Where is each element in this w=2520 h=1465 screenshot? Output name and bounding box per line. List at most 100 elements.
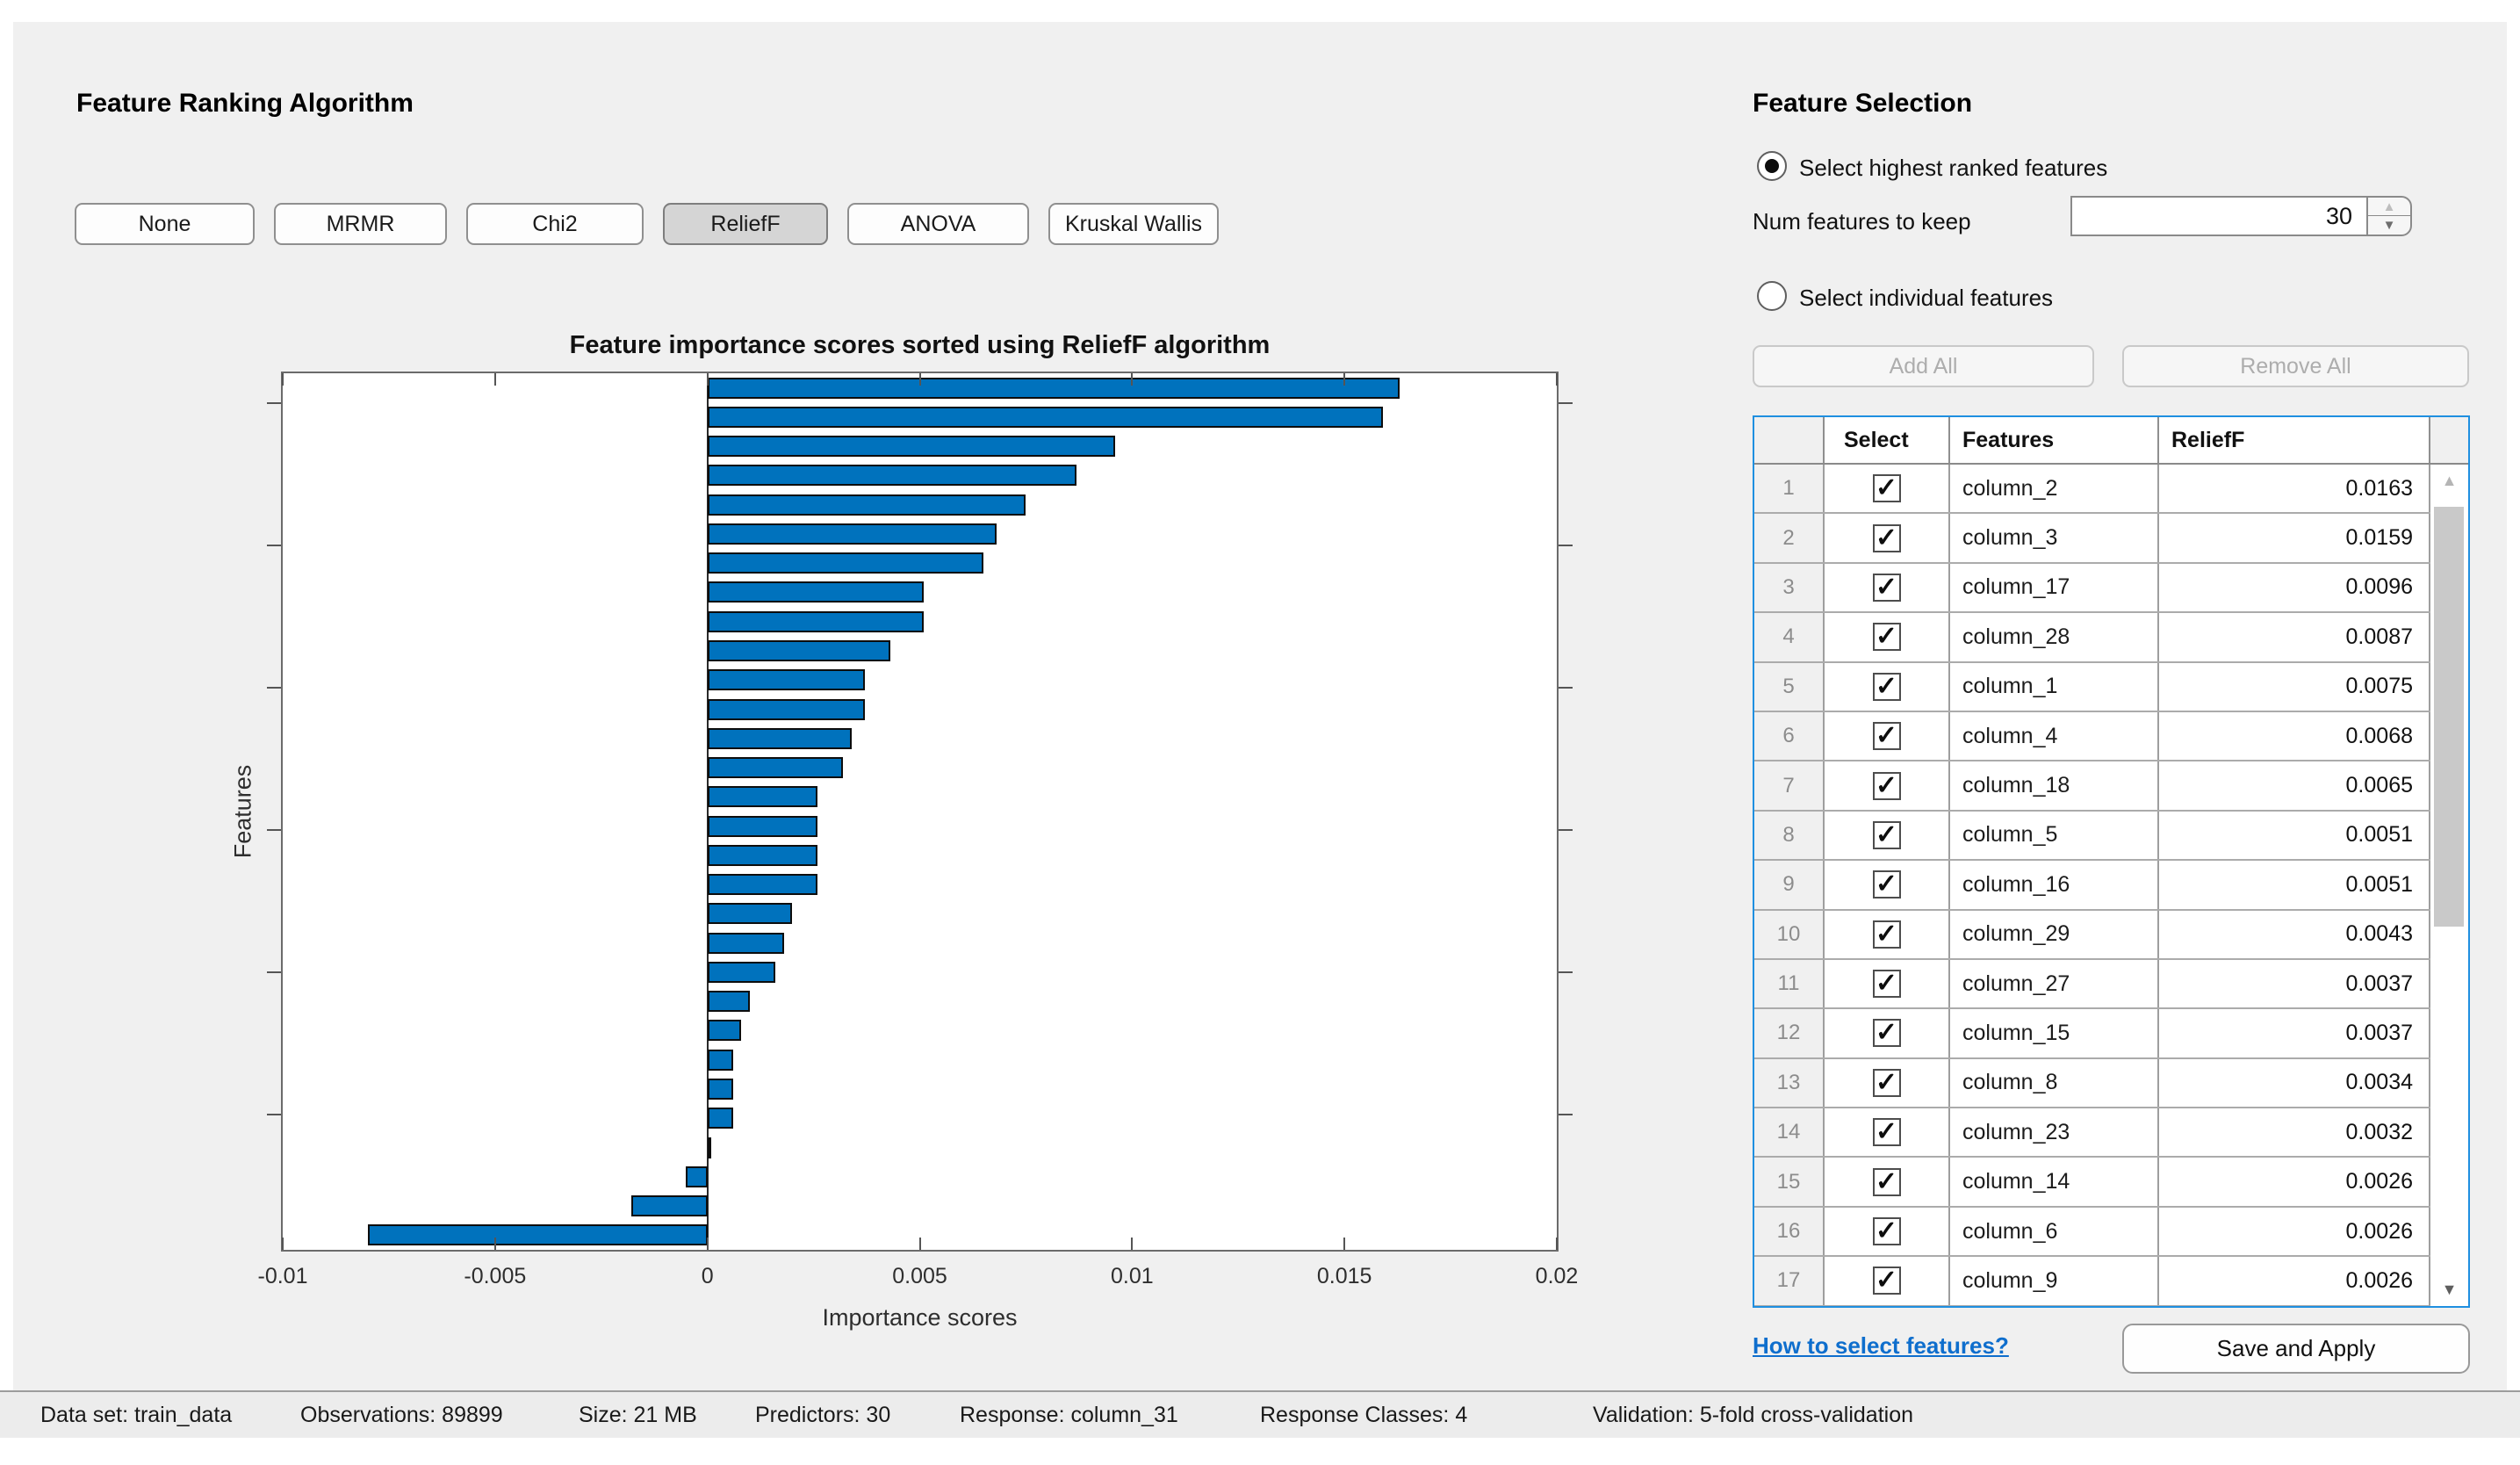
table-row[interactable]: 3 ✓ column_17 0.0096 bbox=[1754, 563, 2430, 614]
add-all-button[interactable]: Add All bbox=[1753, 345, 2094, 387]
feature-name-cell: column_9 bbox=[1950, 1257, 2159, 1305]
feature-name-cell: column_6 bbox=[1950, 1207, 2159, 1256]
x-tick-mark bbox=[1556, 373, 1558, 386]
select-cell: ✓ bbox=[1825, 1158, 1950, 1206]
table-row[interactable]: 6 ✓ column_4 0.0068 bbox=[1754, 711, 2430, 762]
header-relieff[interactable]: ReliefF bbox=[2159, 417, 2430, 463]
table-row[interactable]: 17 ✓ column_9 0.0026 bbox=[1754, 1257, 2430, 1306]
row-checkbox[interactable]: ✓ bbox=[1872, 870, 1901, 899]
select-cell: ✓ bbox=[1825, 613, 1950, 661]
feature-name-cell: column_8 bbox=[1950, 1058, 2159, 1108]
table-row[interactable]: 11 ✓ column_27 0.0037 bbox=[1754, 959, 2430, 1010]
row-checkbox[interactable]: ✓ bbox=[1872, 672, 1901, 701]
table-row[interactable]: 5 ✓ column_1 0.0075 bbox=[1754, 662, 2430, 712]
table-scrollbar[interactable]: ▲ ▼ bbox=[2430, 465, 2468, 1306]
select-cell: ✓ bbox=[1825, 662, 1950, 711]
feature-ranking-heading: Feature Ranking Algorithm bbox=[76, 89, 414, 118]
table-row[interactable]: 1 ✓ column_2 0.0163 bbox=[1754, 465, 2430, 515]
radio-select-highest-ranked[interactable] bbox=[1757, 151, 1787, 181]
row-checkbox[interactable]: ✓ bbox=[1872, 1118, 1901, 1147]
importance-bar bbox=[707, 494, 1026, 516]
scrollbar-down-icon[interactable]: ▼ bbox=[2441, 1281, 2458, 1298]
algorithm-button-none[interactable]: None bbox=[75, 203, 255, 245]
importance-bar bbox=[630, 1195, 708, 1217]
x-tick-mark bbox=[493, 1238, 496, 1250]
x-tick-mark bbox=[918, 1238, 921, 1250]
y-tick-mark bbox=[1559, 545, 1573, 546]
row-index: 5 bbox=[1754, 662, 1825, 711]
row-checkbox[interactable]: ✓ bbox=[1872, 523, 1901, 552]
feature-name-cell: column_15 bbox=[1950, 1009, 2159, 1057]
select-cell: ✓ bbox=[1825, 514, 1950, 562]
row-checkbox[interactable]: ✓ bbox=[1872, 820, 1901, 849]
row-index: 11 bbox=[1754, 959, 1825, 1008]
table-row[interactable]: 7 ✓ column_18 0.0065 bbox=[1754, 761, 2430, 812]
table-row[interactable]: 12 ✓ column_15 0.0037 bbox=[1754, 1009, 2430, 1059]
y-tick-mark bbox=[267, 971, 281, 973]
table-row[interactable]: 4 ✓ column_28 0.0087 bbox=[1754, 613, 2430, 663]
num-features-input[interactable]: 30 bbox=[2070, 196, 2368, 236]
scrollbar-up-icon[interactable]: ▲ bbox=[2441, 472, 2458, 489]
feature-name-cell: column_3 bbox=[1950, 514, 2159, 562]
algorithm-button-mrmr[interactable]: MRMR bbox=[274, 203, 447, 245]
row-checkbox[interactable]: ✓ bbox=[1872, 1068, 1901, 1097]
table-row[interactable]: 15 ✓ column_14 0.0026 bbox=[1754, 1158, 2430, 1208]
algorithm-button-chi2[interactable]: Chi2 bbox=[466, 203, 644, 245]
x-tick-mark bbox=[282, 1238, 284, 1250]
feature-name-cell: column_5 bbox=[1950, 811, 2159, 860]
y-tick-mark bbox=[267, 402, 281, 404]
row-checkbox[interactable]: ✓ bbox=[1872, 771, 1901, 800]
importance-bar bbox=[707, 610, 925, 632]
table-row[interactable]: 14 ✓ column_23 0.0032 bbox=[1754, 1108, 2430, 1158]
how-to-select-features-link[interactable]: How to select features? bbox=[1753, 1332, 2009, 1359]
row-checkbox[interactable]: ✓ bbox=[1872, 474, 1901, 503]
row-checkbox[interactable]: ✓ bbox=[1872, 722, 1901, 751]
row-checkbox[interactable]: ✓ bbox=[1872, 920, 1901, 949]
scrollbar-thumb[interactable] bbox=[2434, 507, 2464, 927]
importance-bar bbox=[707, 669, 865, 691]
importance-bar bbox=[707, 961, 776, 983]
remove-all-button[interactable]: Remove All bbox=[2122, 345, 2469, 387]
row-index: 4 bbox=[1754, 613, 1825, 661]
row-checkbox[interactable]: ✓ bbox=[1872, 1217, 1901, 1246]
relieff-value-cell: 0.0032 bbox=[2159, 1108, 2430, 1157]
row-index: 12 bbox=[1754, 1009, 1825, 1057]
importance-bar bbox=[707, 757, 844, 779]
header-select[interactable]: Select bbox=[1825, 417, 1950, 463]
row-checkbox[interactable]: ✓ bbox=[1872, 1167, 1901, 1196]
x-tick-label: 0.015 bbox=[1316, 1264, 1372, 1288]
table-row[interactable]: 9 ✓ column_16 0.0051 bbox=[1754, 861, 2430, 911]
row-checkbox[interactable]: ✓ bbox=[1872, 573, 1901, 602]
header-features[interactable]: Features bbox=[1950, 417, 2159, 463]
algorithm-button-group: None MRMR Chi2 ReliefF ANOVA Kruskal Wallis bbox=[75, 203, 1219, 245]
algorithm-button-relieff[interactable]: ReliefF bbox=[663, 203, 828, 245]
importance-bar bbox=[367, 1224, 708, 1246]
table-row[interactable]: 2 ✓ column_3 0.0159 bbox=[1754, 514, 2430, 564]
importance-bar bbox=[707, 465, 1077, 487]
importance-bar bbox=[707, 406, 1383, 428]
table-row[interactable]: 8 ✓ column_5 0.0051 bbox=[1754, 811, 2430, 862]
importance-bar bbox=[707, 640, 890, 661]
row-checkbox[interactable]: ✓ bbox=[1872, 1267, 1901, 1295]
row-checkbox[interactable]: ✓ bbox=[1872, 623, 1901, 652]
relieff-value-cell: 0.0051 bbox=[2159, 811, 2430, 860]
algorithm-button-anova[interactable]: ANOVA bbox=[847, 203, 1029, 245]
radio-select-individual[interactable] bbox=[1757, 281, 1787, 311]
status-item-3: Size: 21 MB bbox=[579, 1403, 697, 1427]
spinner-down-icon[interactable]: ▼ bbox=[2382, 218, 2396, 233]
header-row-number bbox=[1754, 417, 1825, 463]
algorithm-button-kruskal-wallis[interactable]: Kruskal Wallis bbox=[1048, 203, 1219, 245]
table-row[interactable]: 16 ✓ column_6 0.0026 bbox=[1754, 1207, 2430, 1258]
row-checkbox[interactable]: ✓ bbox=[1872, 970, 1901, 999]
y-tick-mark bbox=[1559, 1114, 1573, 1115]
table-row[interactable]: 13 ✓ column_8 0.0034 bbox=[1754, 1058, 2430, 1109]
importance-bar bbox=[707, 727, 853, 749]
spinner-up-icon[interactable]: ▲ bbox=[2368, 198, 2410, 216]
save-and-apply-button[interactable]: Save and Apply bbox=[2122, 1324, 2470, 1374]
table-row[interactable]: 10 ✓ column_29 0.0043 bbox=[1754, 910, 2430, 960]
relieff-value-cell: 0.0026 bbox=[2159, 1257, 2430, 1305]
relieff-value-cell: 0.0065 bbox=[2159, 761, 2430, 810]
row-checkbox[interactable]: ✓ bbox=[1872, 1019, 1901, 1048]
y-tick-mark bbox=[1559, 829, 1573, 831]
x-tick-label: -0.01 bbox=[257, 1264, 308, 1288]
